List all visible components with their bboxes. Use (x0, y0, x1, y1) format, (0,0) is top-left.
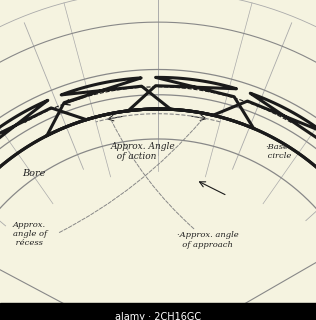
Text: ·Approx. angle
  of approach: ·Approx. angle of approach (177, 231, 239, 249)
Bar (0, 303, 316, 320)
Text: alamy · 2CH16GC: alamy · 2CH16GC (115, 312, 201, 320)
Text: Approx.
angle of
 récess: Approx. angle of récess (13, 220, 47, 247)
Text: Bore: Bore (22, 169, 46, 178)
Text: Approx. Angle
  of action: Approx. Angle of action (111, 142, 175, 161)
Text: ·Base
 circle: ·Base circle (265, 143, 292, 160)
